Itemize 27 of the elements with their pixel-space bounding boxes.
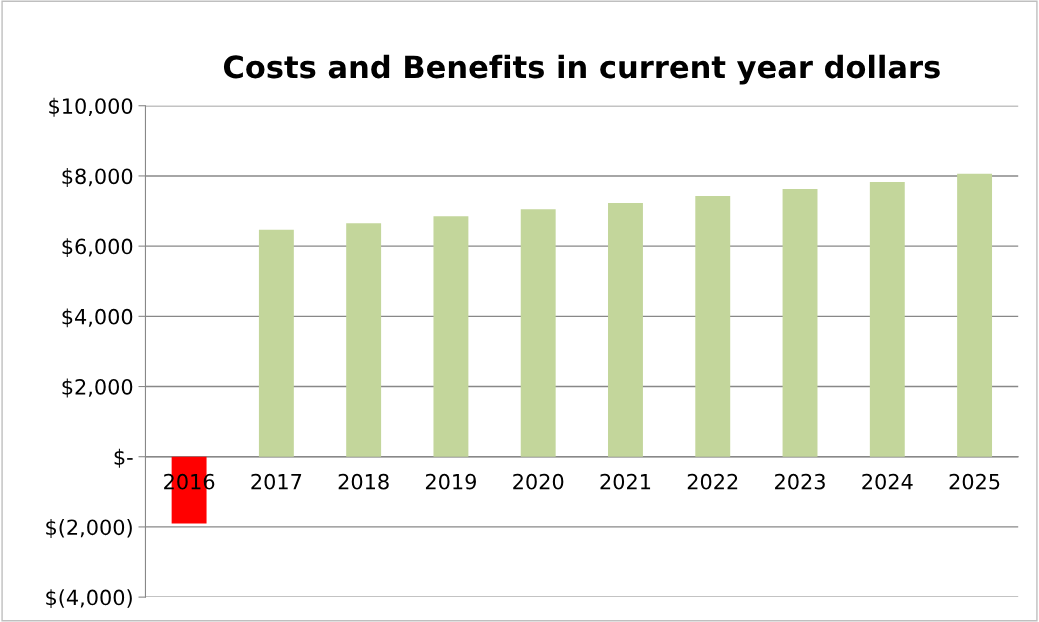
bar	[346, 223, 382, 457]
y-tick-label: $8,000	[62, 168, 133, 187]
x-tick-label: 2022	[687, 473, 738, 490]
x-tick-label: 2020	[513, 473, 564, 490]
bar	[520, 209, 556, 457]
x-tick-label: 2017	[251, 473, 302, 490]
y-tick-label: $10,000	[49, 97, 133, 117]
x-tick-label: 2019	[425, 473, 476, 490]
bar	[258, 229, 294, 457]
y-tick-label: $(4,000)	[46, 589, 132, 609]
y-tick-label: $4,000	[62, 308, 133, 328]
bar	[957, 173, 993, 457]
bar	[695, 195, 731, 457]
x-tick-label: 2025	[949, 473, 1000, 490]
y-tick-label: $(2,000)	[46, 519, 132, 538]
y-tick-label: $2,000	[62, 378, 133, 398]
bar	[782, 188, 818, 457]
bar	[869, 181, 905, 457]
bar	[608, 202, 643, 457]
x-tick-label: 2023	[775, 473, 825, 490]
y-tick-label: $6,000	[62, 238, 133, 258]
chart-title: Costs and Benefits in current year dollars	[223, 54, 940, 85]
x-tick-label: 2018	[338, 473, 389, 490]
x-tick-label: 2024	[862, 473, 913, 490]
bar	[433, 216, 469, 457]
x-tick-label: 2021	[600, 473, 651, 490]
y-tick-label: $-	[114, 448, 133, 468]
